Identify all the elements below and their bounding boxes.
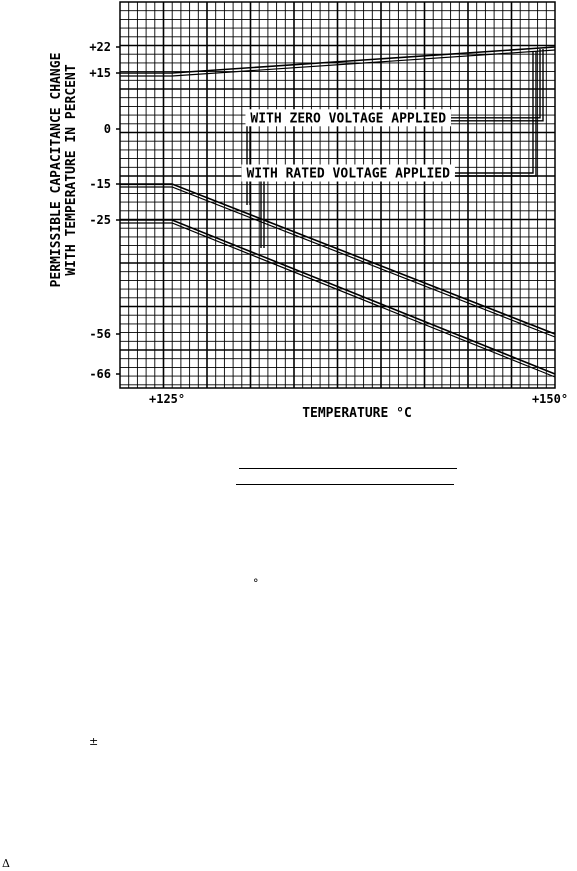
- leader-line: [450, 49, 541, 119]
- delta-glyph: Δ: [2, 857, 10, 870]
- series-line: [120, 183, 556, 335]
- plus-minus-glyph: ±: [89, 735, 99, 748]
- y-tick-label: -25: [89, 213, 111, 227]
- annotation-label: WITH ZERO VOLTAGE APPLIED: [250, 111, 446, 126]
- y-tick-label: -66: [89, 367, 111, 381]
- x-tick-label: +150°: [532, 392, 568, 406]
- annotation-box: [245, 109, 451, 127]
- annotation-box: [241, 164, 455, 182]
- leader-line: [454, 51, 537, 177]
- y-axis-title-line-2: WITH TEMPERATURE IN PERCENT: [64, 64, 79, 275]
- y-tick-label: +22: [89, 40, 111, 54]
- series-line-double: [120, 186, 556, 338]
- leader-line: [454, 51, 534, 174]
- annotations: WITH ZERO VOLTAGE APPLIED WITH RATED VOLT…: [241, 109, 455, 182]
- x-axis-title: TEMPERATURE °C: [302, 406, 412, 421]
- rule-line-2: [236, 484, 454, 485]
- y-tick-label: -15: [89, 177, 111, 191]
- y-tick-label: +15: [89, 66, 111, 80]
- capacitance-chart: +22 +15 0 -15 -25 -56 -66 +125° +150° WITH ZERO…: [49, 1, 568, 421]
- degree-glyph: °: [253, 577, 259, 590]
- grid-lines: [120, 2, 555, 388]
- leader-line: [450, 49, 544, 122]
- y-tick-label: -56: [89, 327, 111, 341]
- annotation-label: WITH RATED VOLTAGE APPLIED: [246, 167, 450, 182]
- x-tick-label: +125°: [149, 392, 185, 406]
- y-tick-labels: +22 +15 0 -15 -25 -56 -66: [89, 40, 120, 381]
- y-axis-title-line-1: PERMISSIBLE CAPACITANCE CHANGE: [49, 53, 64, 288]
- series-line-double: [120, 222, 556, 378]
- series-lines: [120, 46, 556, 378]
- x-tick-labels: +125° +150°: [149, 392, 568, 406]
- series-line-double: [120, 49, 556, 77]
- y-tick-label: 0: [104, 122, 111, 136]
- rule-line-1: [239, 468, 457, 469]
- series-line: [120, 219, 556, 375]
- series-line: [120, 46, 556, 74]
